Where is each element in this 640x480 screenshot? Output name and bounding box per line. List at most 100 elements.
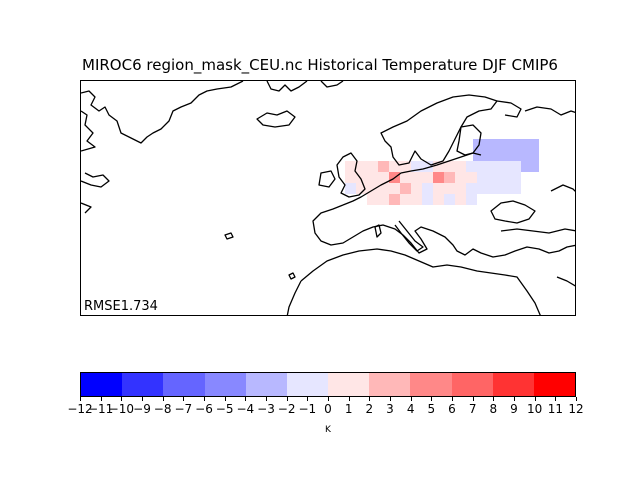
colorbar-tick — [390, 397, 391, 401]
colorbar-tick-label: −4 — [236, 402, 255, 416]
colorbar-tick — [452, 397, 453, 401]
grid-cell — [466, 172, 477, 183]
chart-title: MIROC6 region_mask_CEU.nc Historical Tem… — [82, 56, 558, 74]
colorbar-tick — [183, 397, 185, 401]
grid-cell — [528, 150, 539, 161]
colorbar-tick-label: 5 — [427, 402, 436, 416]
grid-cell — [444, 161, 455, 172]
grid-cell — [495, 150, 506, 161]
colorbar-tick — [266, 397, 267, 401]
colorbar-tick — [555, 397, 557, 401]
grid-cell — [389, 183, 400, 194]
colorbar-tick-label: −11 — [87, 402, 114, 416]
grid-cell — [510, 183, 521, 194]
grid-cell — [488, 172, 499, 183]
colorbar-tick-label: 10 — [527, 402, 543, 416]
colorbar-tick-label: −8 — [153, 402, 172, 416]
grid-cell — [510, 172, 521, 183]
colorbar-tick-label: 7 — [468, 402, 477, 416]
colorbar-tick — [100, 397, 102, 401]
grid-cell — [378, 172, 389, 183]
colorbar-tick — [328, 397, 329, 401]
grid-cell — [400, 183, 411, 194]
grid-cell — [422, 172, 433, 183]
grid-cell — [466, 194, 477, 205]
colorbar-tick — [514, 397, 515, 401]
colorbar-segment — [492, 373, 534, 396]
grid-cell — [389, 194, 400, 205]
colorbar-segment — [451, 373, 493, 396]
colorbar-tick — [224, 397, 226, 401]
colorbar-segment — [163, 373, 205, 396]
grid-cell — [400, 172, 411, 183]
colorbar-segment — [410, 373, 452, 396]
colorbar-tick-label: 12 — [568, 402, 584, 416]
colorbar-tick — [369, 397, 371, 401]
map-panel — [80, 80, 576, 316]
grid-cell — [433, 194, 444, 205]
colorbar-tick — [576, 397, 577, 401]
grid-cell — [466, 161, 477, 172]
grid-cell — [378, 161, 389, 172]
colorbar-segment — [369, 373, 411, 396]
colorbar-tick — [410, 397, 412, 401]
colorbar-tick — [472, 397, 474, 401]
colorbar-tick — [162, 397, 164, 401]
colorbar-tick-label: 8 — [489, 402, 498, 416]
grid-cell — [367, 172, 378, 183]
colorbar-unit: K — [325, 425, 331, 435]
grid-cell — [345, 183, 356, 194]
grid-cell — [488, 183, 499, 194]
grid-cell — [400, 161, 411, 172]
grid-cell — [517, 150, 528, 161]
grid-cell — [477, 172, 488, 183]
grid-cell — [506, 150, 517, 161]
grid-cell — [466, 183, 477, 194]
colorbar-tick-label: −3 — [257, 402, 275, 416]
colorbar-tick-label: 0 — [324, 402, 332, 416]
grid-cell — [367, 183, 378, 194]
grid-cell — [378, 194, 389, 205]
grid-cell — [528, 161, 539, 172]
colorbar-tick-label: −6 — [195, 402, 213, 416]
colorbar-tick-label: 11 — [547, 402, 563, 416]
grid-cell — [433, 161, 444, 172]
grid-cell — [495, 139, 506, 150]
colorbar — [80, 372, 576, 397]
colorbar-tick-label: 6 — [448, 402, 456, 416]
coastlines — [81, 81, 575, 315]
grid-cell — [477, 183, 488, 194]
colorbar-tick — [493, 397, 495, 401]
colorbar-ticks: −12 −11 −10 −9 −8 −7 −6 −5 −4 −3 −2 −1 0 1 2 3 4 5 6 7 8 9 10 1… — [67, 397, 584, 417]
colorbar-segment — [245, 373, 287, 396]
colorbar-tick-label: −1 — [298, 402, 317, 416]
colorbar-tick — [245, 397, 247, 401]
grid-cell — [444, 172, 455, 183]
grid-cell — [389, 161, 400, 172]
grid-cell — [433, 183, 444, 194]
colorbar-segment — [286, 373, 329, 396]
colorbar-tick-label: −5 — [215, 402, 234, 416]
grid-cell — [477, 161, 488, 172]
grid-cell — [499, 183, 510, 194]
grid-cell — [345, 161, 356, 172]
colorbar-tick-label: 1 — [344, 402, 353, 416]
grid-cell — [411, 161, 422, 172]
colorbar-tick — [431, 397, 433, 401]
grid-cell — [506, 139, 517, 150]
colorbar-tick-label: 3 — [386, 402, 394, 416]
grid-cell — [455, 194, 466, 205]
grid-cell — [367, 194, 378, 205]
grid-cell — [510, 161, 521, 172]
grid-cell — [455, 161, 466, 172]
colorbar-segment — [328, 373, 370, 396]
colorbar-tick — [80, 397, 81, 401]
grid-cell — [528, 139, 539, 150]
colorbar-tick-label: −7 — [174, 402, 193, 416]
colorbar-tick — [286, 397, 288, 401]
colorbar-tick — [204, 397, 205, 401]
colorbar-segment — [533, 373, 576, 396]
grid-cell — [400, 194, 411, 205]
grid-cell — [444, 194, 455, 205]
grid-cell — [517, 161, 528, 172]
